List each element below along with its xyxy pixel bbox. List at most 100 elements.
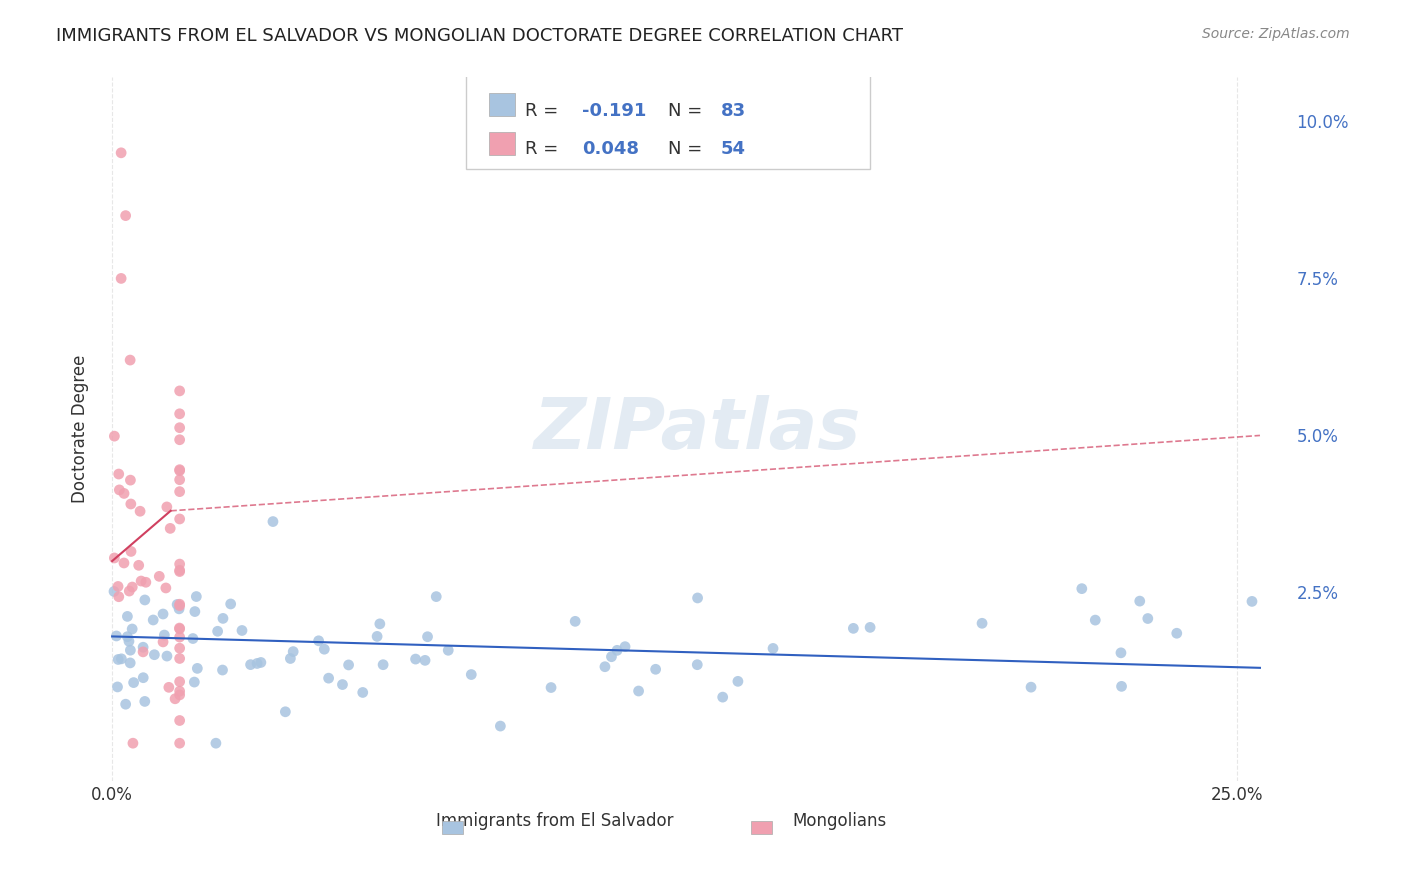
Point xyxy=(1111,679,1133,693)
Point xyxy=(143,648,166,662)
Point xyxy=(169,714,191,728)
Point xyxy=(352,685,374,699)
Point xyxy=(169,688,191,702)
Point xyxy=(205,736,228,750)
Point xyxy=(614,640,637,654)
Point xyxy=(280,651,302,665)
Point xyxy=(1109,646,1132,660)
Point xyxy=(121,580,143,594)
Point xyxy=(489,719,512,733)
Point xyxy=(207,624,229,639)
Text: 54: 54 xyxy=(721,140,747,158)
Point xyxy=(157,681,180,695)
Point xyxy=(169,674,191,689)
Point xyxy=(169,433,191,447)
Point xyxy=(110,145,132,160)
Point xyxy=(540,681,562,695)
Point xyxy=(120,473,142,487)
Text: 0.048: 0.048 xyxy=(582,140,638,158)
Point xyxy=(166,598,188,612)
Point xyxy=(169,407,191,421)
Point xyxy=(110,652,132,666)
Point xyxy=(332,677,354,691)
FancyBboxPatch shape xyxy=(489,132,516,155)
Point xyxy=(118,584,141,599)
Point xyxy=(169,420,191,434)
Point xyxy=(121,622,143,636)
Point xyxy=(437,643,460,657)
Point xyxy=(107,652,129,666)
Point xyxy=(762,641,785,656)
Point xyxy=(250,656,273,670)
Point xyxy=(1129,594,1152,608)
Point xyxy=(152,607,174,621)
Point xyxy=(186,590,208,604)
Point xyxy=(1166,626,1188,640)
Point xyxy=(114,209,136,223)
Point xyxy=(169,684,191,698)
FancyBboxPatch shape xyxy=(465,70,869,169)
Point xyxy=(169,384,191,398)
Point xyxy=(156,500,179,514)
Point xyxy=(107,467,129,481)
Point xyxy=(155,581,177,595)
Point xyxy=(239,657,262,672)
Point xyxy=(318,671,340,685)
Point xyxy=(128,558,150,573)
Point xyxy=(337,657,360,672)
Point xyxy=(135,575,157,590)
Point xyxy=(105,629,128,643)
Point xyxy=(1019,680,1042,694)
Point xyxy=(314,642,336,657)
Point xyxy=(606,643,628,657)
Point xyxy=(112,486,135,500)
Text: IMMIGRANTS FROM EL SALVADOR VS MONGOLIAN DOCTORATE DEGREE CORRELATION CHART: IMMIGRANTS FROM EL SALVADOR VS MONGOLIAN… xyxy=(56,27,903,45)
Point xyxy=(413,653,436,667)
Point xyxy=(132,671,155,685)
Point xyxy=(711,690,734,705)
Point xyxy=(183,675,205,690)
FancyBboxPatch shape xyxy=(751,821,772,834)
Point xyxy=(169,557,191,571)
Point xyxy=(169,621,191,635)
Text: R =: R = xyxy=(524,103,564,120)
Point xyxy=(132,640,155,655)
Point xyxy=(103,551,125,566)
FancyBboxPatch shape xyxy=(441,821,463,834)
Point xyxy=(231,624,253,638)
Point xyxy=(122,736,145,750)
Point xyxy=(169,512,191,526)
Point xyxy=(132,645,155,659)
Point xyxy=(460,667,482,681)
Point xyxy=(169,565,191,579)
Point xyxy=(283,645,305,659)
Point xyxy=(212,611,235,625)
Point xyxy=(246,657,269,671)
Point xyxy=(153,628,176,642)
Point xyxy=(120,656,142,670)
Point xyxy=(686,591,709,605)
Point xyxy=(186,661,208,675)
Point xyxy=(564,615,586,629)
Point xyxy=(181,632,204,646)
Point xyxy=(627,684,650,698)
Text: N =: N = xyxy=(668,103,707,120)
Point xyxy=(169,622,191,636)
Point xyxy=(120,497,142,511)
Text: -0.191: -0.191 xyxy=(582,103,647,120)
Point xyxy=(859,620,882,634)
Text: Source: ZipAtlas.com: Source: ZipAtlas.com xyxy=(1202,27,1350,41)
Point xyxy=(416,630,439,644)
Point xyxy=(156,649,179,664)
Point xyxy=(107,680,129,694)
Point xyxy=(169,463,191,477)
Point xyxy=(169,597,191,611)
Point xyxy=(211,663,233,677)
Point xyxy=(371,657,394,672)
Point xyxy=(117,630,139,644)
Point xyxy=(103,584,125,599)
Point xyxy=(110,271,132,285)
Point xyxy=(120,544,142,558)
Point xyxy=(169,736,191,750)
Point xyxy=(118,634,141,648)
